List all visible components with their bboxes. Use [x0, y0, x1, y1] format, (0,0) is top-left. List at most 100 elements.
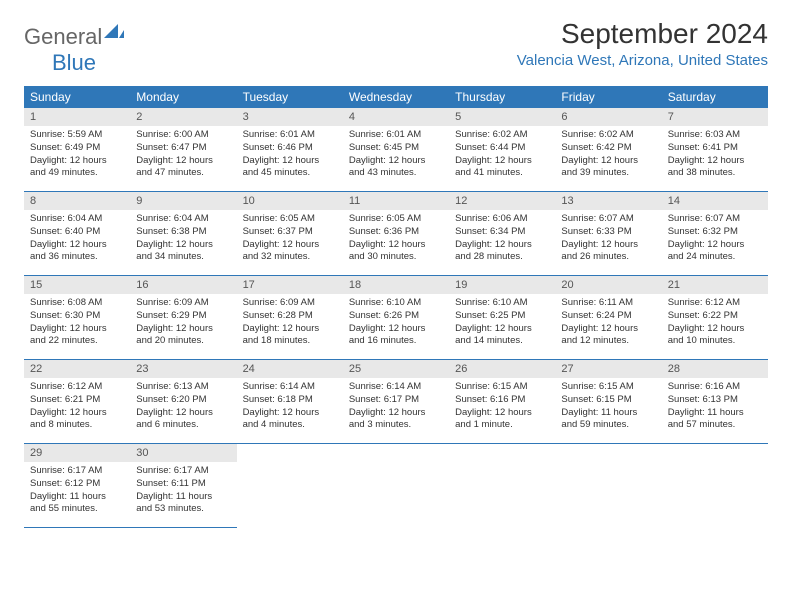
sunrise-text: Sunrise: 6:07 AM — [662, 213, 768, 226]
calendar-grid: 1Sunrise: 5:59 AMSunset: 6:49 PMDaylight… — [24, 108, 768, 528]
daylight-text: Daylight: 12 hours and 47 minutes. — [130, 155, 236, 181]
day-number: 7 — [662, 108, 768, 126]
sunset-text: Sunset: 6:16 PM — [449, 394, 555, 407]
weekday-header: Sunday — [24, 86, 130, 108]
sunrise-text: Sunrise: 5:59 AM — [24, 129, 130, 142]
sunset-text: Sunset: 6:46 PM — [237, 142, 343, 155]
sunrise-text: Sunrise: 6:17 AM — [24, 465, 130, 478]
daylight-text: Daylight: 12 hours and 28 minutes. — [449, 239, 555, 265]
daylight-text: Daylight: 12 hours and 22 minutes. — [24, 323, 130, 349]
daylight-text: Daylight: 12 hours and 41 minutes. — [449, 155, 555, 181]
daylight-text: Daylight: 12 hours and 43 minutes. — [343, 155, 449, 181]
daylight-text: Daylight: 12 hours and 38 minutes. — [662, 155, 768, 181]
daylight-text: Daylight: 12 hours and 14 minutes. — [449, 323, 555, 349]
sunset-text: Sunset: 6:20 PM — [130, 394, 236, 407]
calendar-cell: 5Sunrise: 6:02 AMSunset: 6:44 PMDaylight… — [449, 108, 555, 192]
sunset-text: Sunset: 6:32 PM — [662, 226, 768, 239]
weekday-header: Wednesday — [343, 86, 449, 108]
sunset-text: Sunset: 6:40 PM — [24, 226, 130, 239]
calendar-cell: 20Sunrise: 6:11 AMSunset: 6:24 PMDayligh… — [555, 276, 661, 360]
day-number: 18 — [343, 276, 449, 294]
day-number: 22 — [24, 360, 130, 378]
day-number: 24 — [237, 360, 343, 378]
sunset-text: Sunset: 6:30 PM — [24, 310, 130, 323]
sunset-text: Sunset: 6:24 PM — [555, 310, 661, 323]
day-number: 29 — [24, 444, 130, 462]
calendar-cell: 25Sunrise: 6:14 AMSunset: 6:17 PMDayligh… — [343, 360, 449, 444]
sunrise-text: Sunrise: 6:08 AM — [24, 297, 130, 310]
calendar-cell: 13Sunrise: 6:07 AMSunset: 6:33 PMDayligh… — [555, 192, 661, 276]
sunrise-text: Sunrise: 6:05 AM — [237, 213, 343, 226]
day-number: 11 — [343, 192, 449, 210]
weekday-header: Monday — [130, 86, 236, 108]
daylight-text: Daylight: 11 hours and 59 minutes. — [555, 407, 661, 433]
weekday-header: Friday — [555, 86, 661, 108]
calendar-cell: 3Sunrise: 6:01 AMSunset: 6:46 PMDaylight… — [237, 108, 343, 192]
calendar-cell — [662, 444, 768, 528]
day-number: 10 — [237, 192, 343, 210]
sunrise-text: Sunrise: 6:07 AM — [555, 213, 661, 226]
sunset-text: Sunset: 6:21 PM — [24, 394, 130, 407]
day-number: 2 — [130, 108, 236, 126]
daylight-text: Daylight: 12 hours and 8 minutes. — [24, 407, 130, 433]
sunset-text: Sunset: 6:38 PM — [130, 226, 236, 239]
calendar-cell: 11Sunrise: 6:05 AMSunset: 6:36 PMDayligh… — [343, 192, 449, 276]
calendar-cell: 30Sunrise: 6:17 AMSunset: 6:11 PMDayligh… — [130, 444, 236, 528]
calendar-cell: 15Sunrise: 6:08 AMSunset: 6:30 PMDayligh… — [24, 276, 130, 360]
day-number: 26 — [449, 360, 555, 378]
sunrise-text: Sunrise: 6:14 AM — [237, 381, 343, 394]
weekday-header-row: Sunday Monday Tuesday Wednesday Thursday… — [24, 86, 768, 108]
sunrise-text: Sunrise: 6:17 AM — [130, 465, 236, 478]
sunrise-text: Sunrise: 6:10 AM — [343, 297, 449, 310]
sunset-text: Sunset: 6:33 PM — [555, 226, 661, 239]
day-number: 21 — [662, 276, 768, 294]
calendar-cell: 8Sunrise: 6:04 AMSunset: 6:40 PMDaylight… — [24, 192, 130, 276]
sunrise-text: Sunrise: 6:04 AM — [130, 213, 236, 226]
sunrise-text: Sunrise: 6:04 AM — [24, 213, 130, 226]
sunset-text: Sunset: 6:42 PM — [555, 142, 661, 155]
daylight-text: Daylight: 12 hours and 16 minutes. — [343, 323, 449, 349]
sunrise-text: Sunrise: 6:12 AM — [662, 297, 768, 310]
sunrise-text: Sunrise: 6:09 AM — [237, 297, 343, 310]
day-number: 30 — [130, 444, 236, 462]
sunrise-text: Sunrise: 6:13 AM — [130, 381, 236, 394]
sunrise-text: Sunrise: 6:12 AM — [24, 381, 130, 394]
sunset-text: Sunset: 6:36 PM — [343, 226, 449, 239]
daylight-text: Daylight: 12 hours and 45 minutes. — [237, 155, 343, 181]
sunset-text: Sunset: 6:45 PM — [343, 142, 449, 155]
sunrise-text: Sunrise: 6:05 AM — [343, 213, 449, 226]
day-number: 5 — [449, 108, 555, 126]
sunset-text: Sunset: 6:47 PM — [130, 142, 236, 155]
calendar-cell: 16Sunrise: 6:09 AMSunset: 6:29 PMDayligh… — [130, 276, 236, 360]
daylight-text: Daylight: 11 hours and 53 minutes. — [130, 491, 236, 517]
header: General Blue September 2024 Valencia Wes… — [24, 18, 768, 76]
day-number: 20 — [555, 276, 661, 294]
daylight-text: Daylight: 12 hours and 3 minutes. — [343, 407, 449, 433]
sunrise-text: Sunrise: 6:09 AM — [130, 297, 236, 310]
sunrise-text: Sunrise: 6:06 AM — [449, 213, 555, 226]
calendar-cell: 19Sunrise: 6:10 AMSunset: 6:25 PMDayligh… — [449, 276, 555, 360]
sunset-text: Sunset: 6:49 PM — [24, 142, 130, 155]
day-number: 6 — [555, 108, 661, 126]
calendar-cell: 27Sunrise: 6:15 AMSunset: 6:15 PMDayligh… — [555, 360, 661, 444]
day-number: 12 — [449, 192, 555, 210]
daylight-text: Daylight: 12 hours and 24 minutes. — [662, 239, 768, 265]
sunset-text: Sunset: 6:22 PM — [662, 310, 768, 323]
calendar-cell — [237, 444, 343, 528]
calendar-cell: 12 Sunrise: 6:06 AMSunset: 6:34 PMDayligh… — [449, 192, 555, 276]
day-number: 1 — [24, 108, 130, 126]
sunrise-text: Sunrise: 6:03 AM — [662, 129, 768, 142]
sunset-text: Sunset: 6:13 PM — [662, 394, 768, 407]
logo-blue: Blue — [24, 50, 96, 75]
sunrise-text: Sunrise: 6:02 AM — [449, 129, 555, 142]
sunset-text: Sunset: 6:12 PM — [24, 478, 130, 491]
sunset-text: Sunset: 6:15 PM — [555, 394, 661, 407]
sunset-text: Sunset: 6:34 PM — [449, 226, 555, 239]
calendar-cell: 4Sunrise: 6:01 AMSunset: 6:45 PMDaylight… — [343, 108, 449, 192]
day-number: 19 — [449, 276, 555, 294]
location-text: Valencia West, Arizona, United States — [517, 52, 768, 69]
sunset-text: Sunset: 6:26 PM — [343, 310, 449, 323]
sunrise-text: Sunrise: 6:10 AM — [449, 297, 555, 310]
calendar-cell: 7Sunrise: 6:03 AMSunset: 6:41 PMDaylight… — [662, 108, 768, 192]
daylight-text: Daylight: 11 hours and 55 minutes. — [24, 491, 130, 517]
